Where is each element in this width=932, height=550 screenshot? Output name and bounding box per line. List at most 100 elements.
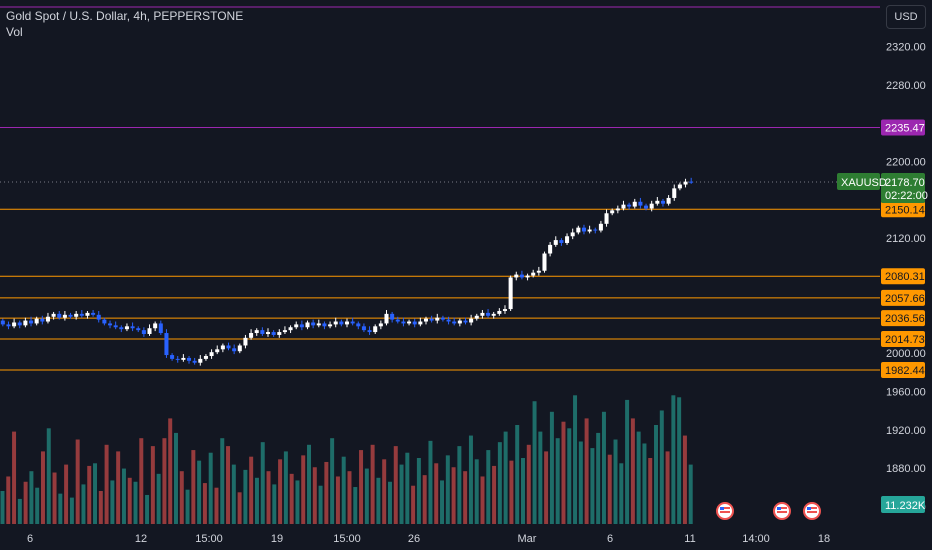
- currency-button[interactable]: USD: [886, 5, 926, 29]
- volume-bar: [376, 477, 381, 524]
- volume-bar: [544, 451, 549, 524]
- volume-bar: [35, 487, 40, 524]
- level-price-label: 2014.73: [885, 334, 925, 346]
- volume-bar: [497, 442, 502, 524]
- flag-stripe: [720, 507, 730, 509]
- candle-body: [153, 323, 158, 329]
- candle-body: [40, 318, 45, 322]
- volume-bar: [619, 463, 624, 524]
- volume-bar: [6, 476, 11, 524]
- candle-body: [288, 327, 293, 331]
- volume-bar: [596, 432, 601, 524]
- candle-body: [378, 323, 383, 327]
- volume-bar: [330, 438, 335, 524]
- candle-body: [672, 188, 677, 198]
- volume-bar: [156, 473, 161, 524]
- us-flag-event-icon[interactable]: [803, 502, 821, 520]
- level-price-tag: [881, 201, 925, 218]
- candle-body: [604, 213, 609, 224]
- volume-bar: [81, 484, 86, 524]
- volume-bar: [324, 461, 329, 524]
- candle-body: [373, 326, 378, 333]
- flag-canton: [777, 507, 781, 510]
- candle-body: [45, 316, 50, 322]
- candle-body: [181, 357, 186, 360]
- volume-bar: [23, 481, 28, 524]
- candle-body: [17, 322, 22, 326]
- volume-bar: [521, 458, 525, 524]
- candle-body: [322, 323, 327, 327]
- flag-stripe: [720, 511, 730, 513]
- candle-body: [469, 318, 474, 323]
- candle-body: [328, 324, 333, 327]
- candle-body: [508, 277, 513, 310]
- candle-body: [440, 317, 445, 320]
- us-flag-event-icon[interactable]: [716, 502, 734, 520]
- price-tick-label: 2320.00: [886, 42, 926, 54]
- candle-body: [384, 313, 389, 324]
- candle-body: [277, 332, 282, 335]
- candle-body: [536, 270, 541, 273]
- candle-body: [316, 323, 321, 326]
- volume-bar: [659, 410, 664, 524]
- volume-bar: [254, 477, 259, 524]
- volume-bar: [630, 418, 635, 524]
- volume-bar: [335, 476, 340, 524]
- candle-body: [254, 330, 259, 334]
- volume-bar: [584, 418, 589, 524]
- volume-bar: [98, 491, 103, 524]
- volume-bar: [387, 481, 392, 524]
- volume-bar: [654, 425, 658, 524]
- time-axis[interactable]: 6 12 15:00 19 15:00 26 Mar 6 11 14:00 18: [27, 533, 830, 545]
- volume-bar: [64, 464, 69, 524]
- volume-bar: [29, 471, 34, 524]
- candle-body: [418, 321, 423, 325]
- flag-canton: [807, 507, 811, 510]
- volume-bar: [278, 459, 283, 524]
- volume-bar: [260, 442, 265, 524]
- volume-bar: [468, 435, 473, 524]
- level-price-tag: [881, 268, 925, 285]
- candle-body: [446, 319, 451, 322]
- candle-body: [62, 314, 67, 318]
- level-price-tag: [881, 310, 925, 327]
- candle-body: [74, 313, 79, 317]
- time-tick-label: 14:00: [742, 533, 770, 545]
- price-axis[interactable]: 2320.00 2280.00 2200.00 2120.00 2000.00 1960.…: [837, 0, 932, 550]
- price-tick-label: 1880.00: [886, 463, 926, 475]
- candle-body: [559, 240, 564, 243]
- volume-bar: [185, 489, 190, 524]
- level-price-label: 2080.31: [885, 271, 925, 283]
- volume-bar: [52, 472, 57, 524]
- volume-bar: [237, 492, 242, 524]
- candle-body: [29, 320, 34, 324]
- candle-body: [68, 314, 73, 317]
- candle-body: [660, 200, 665, 204]
- volume-bar: [613, 439, 618, 524]
- volume-bar: [440, 480, 445, 524]
- candle-body: [463, 320, 468, 323]
- volume-bar: [353, 487, 358, 524]
- us-flag-event-icon[interactable]: [773, 502, 791, 520]
- candle-body: [79, 313, 84, 316]
- volume-bar: [578, 441, 583, 524]
- volume-bar: [116, 451, 121, 524]
- volume-bar: [301, 455, 306, 524]
- candle-body: [519, 274, 524, 278]
- volume-bar: [422, 475, 427, 524]
- candle-body: [124, 326, 129, 330]
- candle-body: [502, 309, 508, 311]
- candle-body: [119, 327, 124, 330]
- volume-bar: [364, 468, 369, 524]
- candle-body: [147, 328, 152, 334]
- candle-body: [683, 181, 688, 185]
- volume-bar: [249, 456, 254, 524]
- chart-title: Gold Spot / U.S. Dollar, 4h, PEPPERSTONE: [6, 9, 244, 23]
- event-markers[interactable]: [716, 502, 821, 520]
- volume-bar: [671, 395, 676, 524]
- candle-body: [305, 322, 310, 328]
- time-tick-label: 12: [135, 533, 147, 545]
- volume-bar: [127, 477, 132, 524]
- volume-bar: [58, 493, 63, 524]
